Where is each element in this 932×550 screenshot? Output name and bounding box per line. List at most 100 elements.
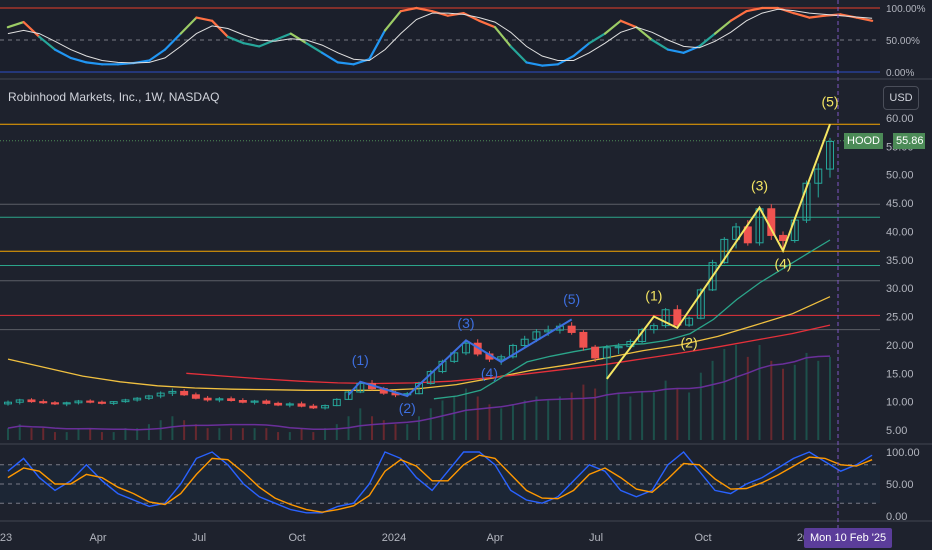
volume-bar bbox=[53, 432, 56, 440]
volume-bar bbox=[30, 428, 33, 440]
candle-body bbox=[767, 208, 776, 236]
candle-body bbox=[779, 234, 788, 242]
volume-bar bbox=[406, 424, 409, 440]
volume-bar bbox=[324, 428, 327, 440]
volume-bar bbox=[112, 432, 115, 440]
top-osc-main-segment bbox=[383, 10, 402, 32]
candle-body bbox=[567, 325, 576, 333]
candle-body bbox=[168, 390, 177, 394]
candle-body bbox=[649, 325, 658, 331]
wave-label: (3) bbox=[751, 178, 768, 194]
price-axis-tick-label: 30.00 bbox=[886, 283, 914, 295]
price-axis-tick-label: 10.00 bbox=[886, 397, 914, 409]
top-osc-main-segment bbox=[588, 32, 607, 45]
symbol-price-label: HOOD bbox=[844, 133, 883, 149]
top-osc-main-segment bbox=[69, 56, 88, 64]
candle-body bbox=[720, 238, 729, 264]
bottom-osc-tick-label: 0.00 bbox=[886, 511, 907, 523]
volume-bar bbox=[100, 432, 103, 440]
candle-body bbox=[696, 289, 705, 319]
volume-bar bbox=[7, 428, 9, 440]
candle-body bbox=[508, 344, 517, 358]
top-osc-main-segment bbox=[478, 19, 497, 29]
candle-body bbox=[602, 347, 611, 359]
wave-label: (5) bbox=[563, 291, 580, 307]
yellow-wave-line bbox=[606, 123, 831, 380]
candle-body bbox=[156, 392, 165, 397]
volume-bar bbox=[770, 360, 773, 440]
volume-bar bbox=[711, 360, 714, 440]
time-axis-tick-label: Apr bbox=[486, 532, 503, 544]
volume-bar bbox=[194, 424, 197, 440]
top-osc-signal-line bbox=[7, 8, 873, 64]
candle-body bbox=[133, 397, 142, 401]
candle-body bbox=[673, 309, 682, 326]
volume-bar bbox=[335, 424, 338, 440]
volume-bar bbox=[288, 432, 291, 440]
volume-bar bbox=[42, 428, 45, 440]
top-osc-tick-label: 100.00% bbox=[886, 4, 926, 15]
volume-bar bbox=[511, 404, 514, 440]
candle-body bbox=[802, 182, 811, 221]
candle-body bbox=[62, 402, 71, 405]
candle-body bbox=[86, 400, 95, 403]
volume-bar bbox=[629, 396, 632, 440]
candle-body bbox=[15, 399, 24, 403]
volume-bar bbox=[723, 348, 726, 440]
volume-bar bbox=[429, 408, 432, 440]
candle-body bbox=[344, 391, 353, 400]
top-osc-tick-label: 0.00% bbox=[886, 68, 914, 79]
top-osc-main-segment bbox=[713, 19, 732, 35]
volume-bar bbox=[230, 428, 233, 440]
volume-bar bbox=[594, 388, 597, 440]
volume-bar bbox=[77, 428, 80, 440]
volume-bar bbox=[265, 428, 268, 440]
candle-body bbox=[4, 401, 12, 405]
top-osc-main-segment bbox=[226, 35, 245, 45]
bottom-osc-tick-label: 50.00 bbox=[886, 479, 914, 491]
top-osc-main-segment bbox=[38, 35, 57, 51]
top-osc-main-segment bbox=[399, 6, 418, 13]
top-osc-main-segment bbox=[6, 20, 25, 29]
volume-bar bbox=[500, 408, 503, 440]
blue-wave-line bbox=[347, 318, 573, 398]
wave-label: (4) bbox=[481, 365, 498, 381]
candle-body bbox=[661, 309, 670, 327]
top-osc-main-segment bbox=[572, 42, 591, 58]
top-osc-main-segment bbox=[666, 48, 685, 54]
candle-body bbox=[262, 400, 271, 404]
volume-bar bbox=[312, 432, 315, 440]
volume-bar bbox=[359, 408, 362, 440]
candle-body bbox=[215, 398, 224, 401]
top-osc-main-segment bbox=[415, 6, 434, 13]
candle-body bbox=[532, 331, 541, 340]
volume-ma-line bbox=[7, 355, 831, 431]
top-osc-main-segment bbox=[163, 32, 182, 51]
top-osc-main-segment bbox=[651, 38, 669, 51]
volume-bar bbox=[488, 404, 491, 440]
volume-bar bbox=[441, 400, 444, 440]
volume-bar bbox=[171, 416, 174, 440]
top-osc-main-segment bbox=[336, 61, 355, 66]
volume-bar bbox=[300, 428, 303, 440]
top-osc-main-segment bbox=[462, 12, 481, 22]
price-axis-tick-label: 45.00 bbox=[886, 198, 914, 210]
price-axis-tick-label: 5.00 bbox=[886, 425, 907, 437]
currency-button[interactable]: USD bbox=[883, 86, 919, 110]
volume-bar bbox=[241, 428, 244, 440]
candle-body bbox=[321, 405, 330, 409]
volume-bar bbox=[805, 352, 808, 440]
top-osc-main-segment bbox=[321, 51, 339, 64]
top-osc-main-segment bbox=[792, 12, 811, 19]
volume-bar bbox=[18, 424, 21, 440]
price-axis-tick-label: 15.00 bbox=[886, 368, 914, 380]
candle-body bbox=[27, 399, 36, 403]
top-osc-main-segment bbox=[745, 6, 764, 13]
candle-body bbox=[74, 400, 83, 404]
ema-line bbox=[186, 324, 831, 385]
top-osc-main-segment bbox=[698, 32, 717, 48]
volume-bar bbox=[277, 432, 280, 440]
top-osc-main-segment bbox=[619, 19, 638, 29]
volume-bar bbox=[136, 428, 139, 440]
